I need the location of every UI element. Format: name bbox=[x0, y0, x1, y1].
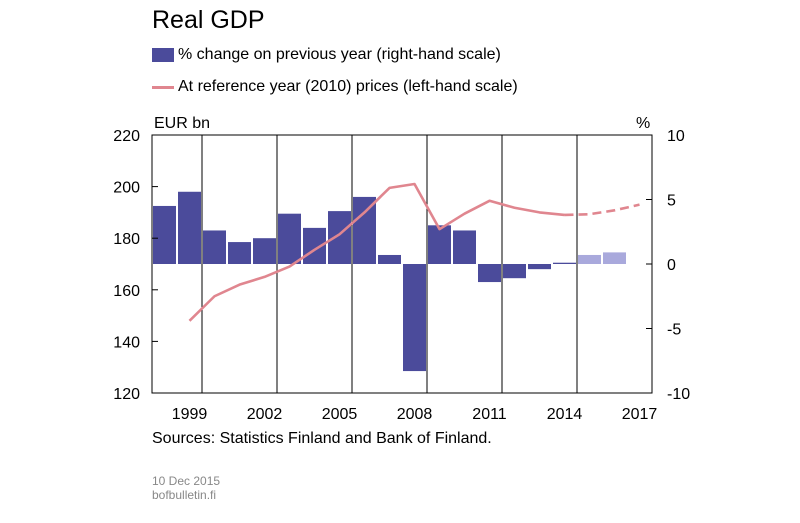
bar-2010 bbox=[453, 230, 476, 264]
right-axis-unit: % bbox=[636, 115, 651, 132]
bar-2006 bbox=[353, 196, 376, 264]
x-tick-label-2011: 2011 bbox=[472, 406, 507, 423]
bar-2011 bbox=[478, 264, 501, 283]
right-tick-label: 0 bbox=[667, 257, 676, 274]
line-series-actual bbox=[188, 182, 565, 322]
left-tick-label: 200 bbox=[113, 180, 140, 197]
footer-site: bofbulletin.fi bbox=[152, 488, 217, 502]
right-tick-label: 5 bbox=[667, 193, 676, 210]
bar-2002 bbox=[253, 238, 276, 264]
legend-item-bars: % change on previous year (right-hand sc… bbox=[152, 46, 501, 64]
bar-2009 bbox=[428, 225, 451, 264]
bar-2014 bbox=[553, 262, 576, 264]
legend-item-line: At reference year (2010) prices (left-ha… bbox=[152, 78, 518, 96]
bar-2007 bbox=[378, 254, 401, 264]
x-tick-label-2017: 2017 bbox=[622, 406, 658, 423]
legend-bar-swatch bbox=[152, 48, 174, 62]
left-tick-label: 120 bbox=[113, 386, 140, 403]
left-tick-label: 140 bbox=[113, 334, 140, 351]
right-tick-label: -5 bbox=[667, 322, 681, 339]
left-tick-label: 180 bbox=[113, 231, 140, 248]
bar-2000 bbox=[203, 230, 226, 264]
chart-title: Real GDP bbox=[152, 6, 265, 34]
sources-note: Sources: Statistics Finland and Bank of … bbox=[152, 430, 492, 447]
bar-2012 bbox=[503, 264, 526, 279]
left-axis-unit: EUR bn bbox=[154, 115, 211, 132]
bar-2015 bbox=[578, 254, 601, 264]
bar-2016 bbox=[603, 252, 626, 264]
bar-1998 bbox=[153, 205, 176, 264]
bar-2001 bbox=[228, 242, 251, 264]
right-tick-label: -10 bbox=[667, 386, 690, 403]
x-tick-label-2014: 2014 bbox=[547, 406, 583, 423]
left-tick-label: 220 bbox=[113, 128, 140, 145]
x-tick-label-2008: 2008 bbox=[397, 406, 433, 423]
x-tick-label-2005: 2005 bbox=[322, 406, 358, 423]
legend-bars-label: % change on previous year (right-hand sc… bbox=[178, 46, 501, 63]
bar-2005 bbox=[328, 211, 351, 264]
bar-2013 bbox=[528, 264, 551, 270]
bar-2008 bbox=[403, 264, 426, 372]
legend-line-swatch bbox=[152, 85, 174, 89]
right-tick-label: 10 bbox=[667, 128, 685, 145]
x-tick-label-2002: 2002 bbox=[247, 406, 283, 423]
bar-1999 bbox=[178, 191, 201, 264]
line-series-forecast bbox=[564, 203, 640, 217]
x-tick-label-1999: 1999 bbox=[172, 406, 208, 423]
bar-2003 bbox=[278, 213, 301, 264]
legend-line-label: At reference year (2010) prices (left-ha… bbox=[178, 78, 518, 95]
left-tick-label: 160 bbox=[113, 283, 140, 300]
footer-date: 10 Dec 2015 bbox=[152, 474, 221, 488]
